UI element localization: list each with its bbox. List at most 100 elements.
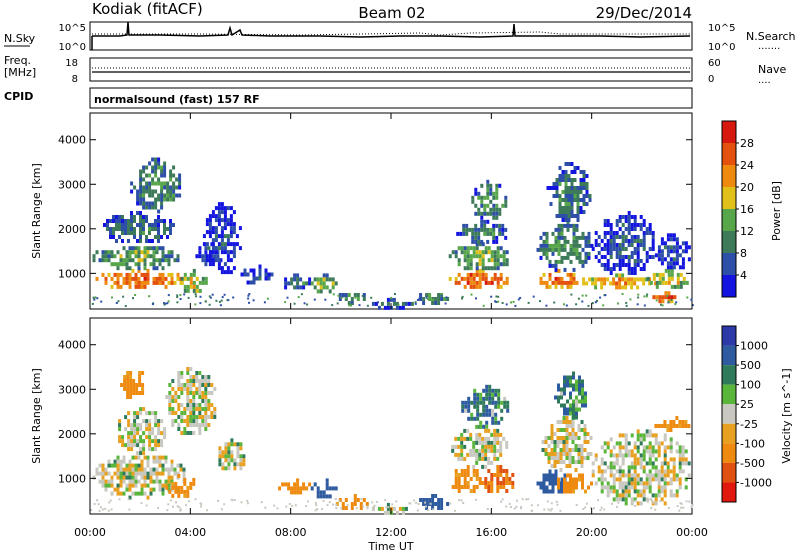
velocity-cell <box>151 431 155 436</box>
velocity-cell <box>121 443 125 448</box>
power-cell <box>151 169 155 174</box>
velocity-cell <box>168 395 172 399</box>
velocity-cell <box>466 465 470 469</box>
power-cell <box>657 253 661 258</box>
power-cell <box>166 235 169 239</box>
power-cell <box>563 280 567 285</box>
velocity-cell <box>239 446 243 451</box>
velocity-cell <box>581 387 584 392</box>
velocity-cell <box>141 387 145 391</box>
power-cell <box>645 227 649 231</box>
power-cell <box>112 219 115 223</box>
power-cell <box>157 219 160 223</box>
power-cell <box>481 268 485 273</box>
power-cell <box>618 215 622 219</box>
power-cell <box>148 223 151 227</box>
velocity-cell <box>562 452 566 456</box>
velocity-cell <box>615 469 619 474</box>
velocity-cell <box>577 444 581 448</box>
power-cell <box>567 202 571 206</box>
velocity-cell <box>454 452 458 457</box>
power-cell <box>666 253 670 258</box>
power-cell <box>555 194 559 198</box>
power-cell <box>624 263 628 267</box>
velocity-cell <box>127 443 131 448</box>
velocity-cell <box>113 471 117 476</box>
velocity-cell <box>110 479 114 484</box>
power-cell <box>130 231 133 235</box>
noise-left-tick-top: 10^5 <box>59 23 86 34</box>
velocity-cell <box>118 427 122 432</box>
power-cell <box>627 215 631 219</box>
velocity-cell <box>213 387 217 391</box>
velocity-cell <box>192 379 196 383</box>
power-cell <box>679 280 683 285</box>
power-cell <box>557 231 561 236</box>
velocity-cell <box>669 477 673 482</box>
power-cell <box>636 251 640 255</box>
power-cell <box>579 206 583 210</box>
power-cell <box>581 263 585 268</box>
power-cell <box>651 255 655 259</box>
power-cell <box>220 266 224 271</box>
power-cell <box>229 222 233 227</box>
velocity-cell <box>198 371 202 375</box>
velocity-cell <box>328 486 332 491</box>
power-cell <box>510 301 513 304</box>
power-cell <box>217 246 221 251</box>
power-cell <box>146 272 150 277</box>
velocity-cell <box>651 477 655 482</box>
velocity-cell <box>183 493 187 498</box>
velocity-cell <box>207 399 211 403</box>
velocity-cell <box>221 450 225 455</box>
velocity-cell <box>648 449 652 454</box>
power-cell <box>495 301 498 303</box>
velocity-cell <box>145 504 148 507</box>
power-cell <box>660 303 662 306</box>
power-cell <box>145 189 149 194</box>
velocity-cell <box>287 482 291 487</box>
power-cell <box>584 243 588 248</box>
x-tick-label: 12:00 <box>375 526 407 539</box>
power-cell <box>466 266 470 271</box>
velocity-cell <box>646 500 649 503</box>
velocity-cell <box>119 475 123 480</box>
velocity-cell <box>630 461 634 466</box>
velocity-cell <box>634 499 637 502</box>
power-cell <box>627 227 631 231</box>
velocity-cell <box>98 479 102 484</box>
power-cell <box>496 254 500 259</box>
power-cell <box>569 251 573 256</box>
velocity-cell <box>158 479 162 484</box>
velocity-cell <box>571 432 575 436</box>
power-cell <box>152 254 156 259</box>
velocity-cell <box>192 481 196 486</box>
velocity-cell <box>149 467 153 472</box>
velocity-cell <box>218 450 222 455</box>
power-cell <box>545 304 548 307</box>
power-cell <box>220 250 224 255</box>
velocity-cell <box>648 469 652 474</box>
velocity-cell <box>454 473 458 477</box>
power-cell <box>133 219 136 223</box>
power-cell <box>139 223 142 227</box>
power-cell <box>457 272 461 277</box>
velocity-cell <box>457 473 461 477</box>
velocity-cell <box>615 457 619 462</box>
power-cell <box>502 262 506 267</box>
power-cell <box>673 284 677 289</box>
power-cell <box>624 235 628 239</box>
velocity-cell <box>636 473 640 478</box>
power-cell <box>494 300 497 303</box>
power-cell <box>192 268 196 273</box>
power-cell <box>558 210 562 214</box>
power-cell <box>284 277 288 282</box>
velocity-cell <box>204 391 208 395</box>
power-cell <box>630 235 634 239</box>
power-cell <box>160 205 164 210</box>
velocity-cell <box>133 411 137 416</box>
power-cell <box>194 293 197 296</box>
power-cell <box>148 161 152 166</box>
velocity-cell <box>239 442 243 447</box>
power-cell <box>666 237 670 242</box>
